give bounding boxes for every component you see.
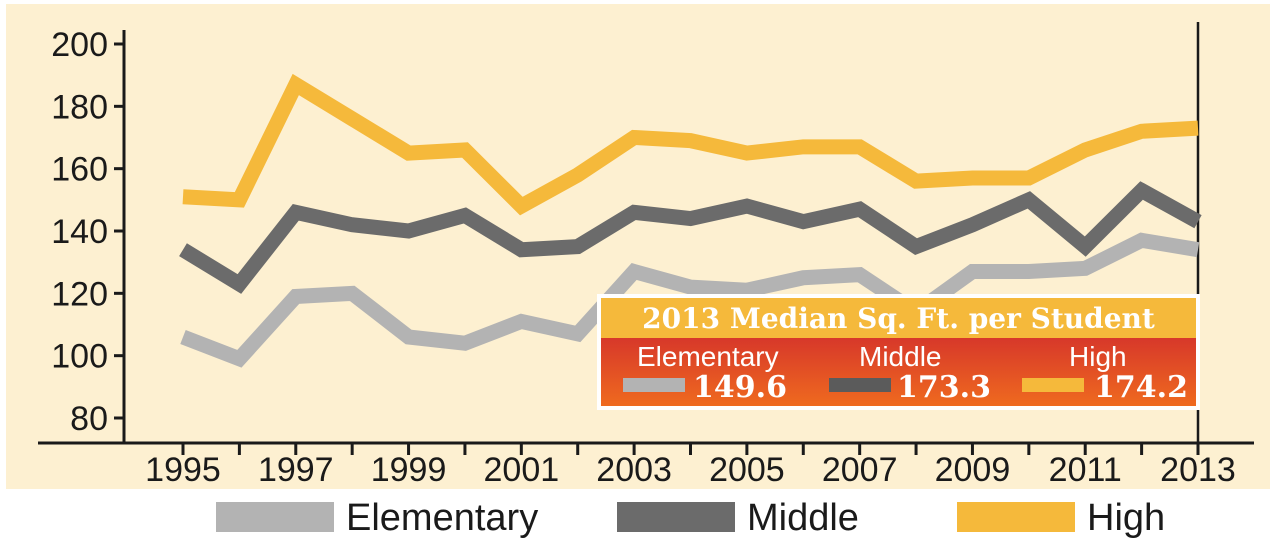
legend-swatch bbox=[957, 502, 1075, 532]
y-tick-label: 180 bbox=[51, 88, 108, 126]
legend-label: High bbox=[1087, 497, 1165, 539]
inset-category-label: High bbox=[1069, 341, 1127, 372]
inset-title: 2013 Median Sq. Ft. per Student bbox=[642, 302, 1155, 335]
summary-inset: 2013 Median Sq. Ft. per Student Elementar… bbox=[597, 294, 1200, 410]
y-tick-label: 200 bbox=[51, 26, 108, 64]
y-tick-label: 140 bbox=[51, 213, 108, 251]
inset-category-label: Middle bbox=[859, 341, 941, 372]
series-line-high bbox=[182, 73, 1199, 216]
x-tick-label: 2007 bbox=[822, 451, 898, 489]
legend-label: Elementary bbox=[346, 497, 538, 539]
x-axis: 1995 1997 1999 2001 2003 2005 2007 2009 2011 2013 bbox=[38, 22, 1254, 489]
y-tick-label: 100 bbox=[51, 338, 108, 376]
x-tick-label: 2013 bbox=[1160, 451, 1236, 489]
inset-value: 174.2 bbox=[1094, 370, 1188, 405]
y-tick-label: 120 bbox=[51, 275, 108, 313]
x-tick-label: 1997 bbox=[258, 451, 334, 489]
series-lines bbox=[179, 73, 1202, 368]
inset-value: 173.3 bbox=[897, 370, 991, 405]
inset-title-band bbox=[601, 298, 1196, 338]
series-line-elementary bbox=[180, 232, 1200, 368]
inset-swatch bbox=[623, 378, 685, 392]
y-tick-label: 160 bbox=[51, 151, 108, 189]
inset-swatch bbox=[1022, 378, 1084, 392]
y-tick-label: 80 bbox=[70, 400, 108, 438]
legend-swatch bbox=[617, 502, 735, 532]
x-tick-label: 2011 bbox=[1049, 451, 1122, 489]
inset-value: 149.6 bbox=[693, 370, 787, 405]
x-tick-label: 1995 bbox=[145, 451, 221, 489]
legend-label: Middle bbox=[747, 497, 859, 539]
x-tick-label: 2009 bbox=[935, 451, 1011, 489]
x-tick-label: 2003 bbox=[596, 451, 672, 489]
inset-category-label: Elementary bbox=[637, 341, 779, 372]
x-tick-label: 2005 bbox=[709, 451, 785, 489]
series-line-middle bbox=[179, 181, 1202, 294]
legend: Elementary Middle High bbox=[216, 497, 1165, 539]
inset-swatch bbox=[829, 378, 891, 392]
x-tick-label: 1999 bbox=[371, 451, 447, 489]
y-axis: 80 100 120 140 160 180 200 bbox=[51, 26, 126, 443]
legend-swatch bbox=[216, 502, 334, 532]
x-tick-label: 2001 bbox=[484, 451, 560, 489]
inset-body bbox=[601, 338, 1196, 406]
